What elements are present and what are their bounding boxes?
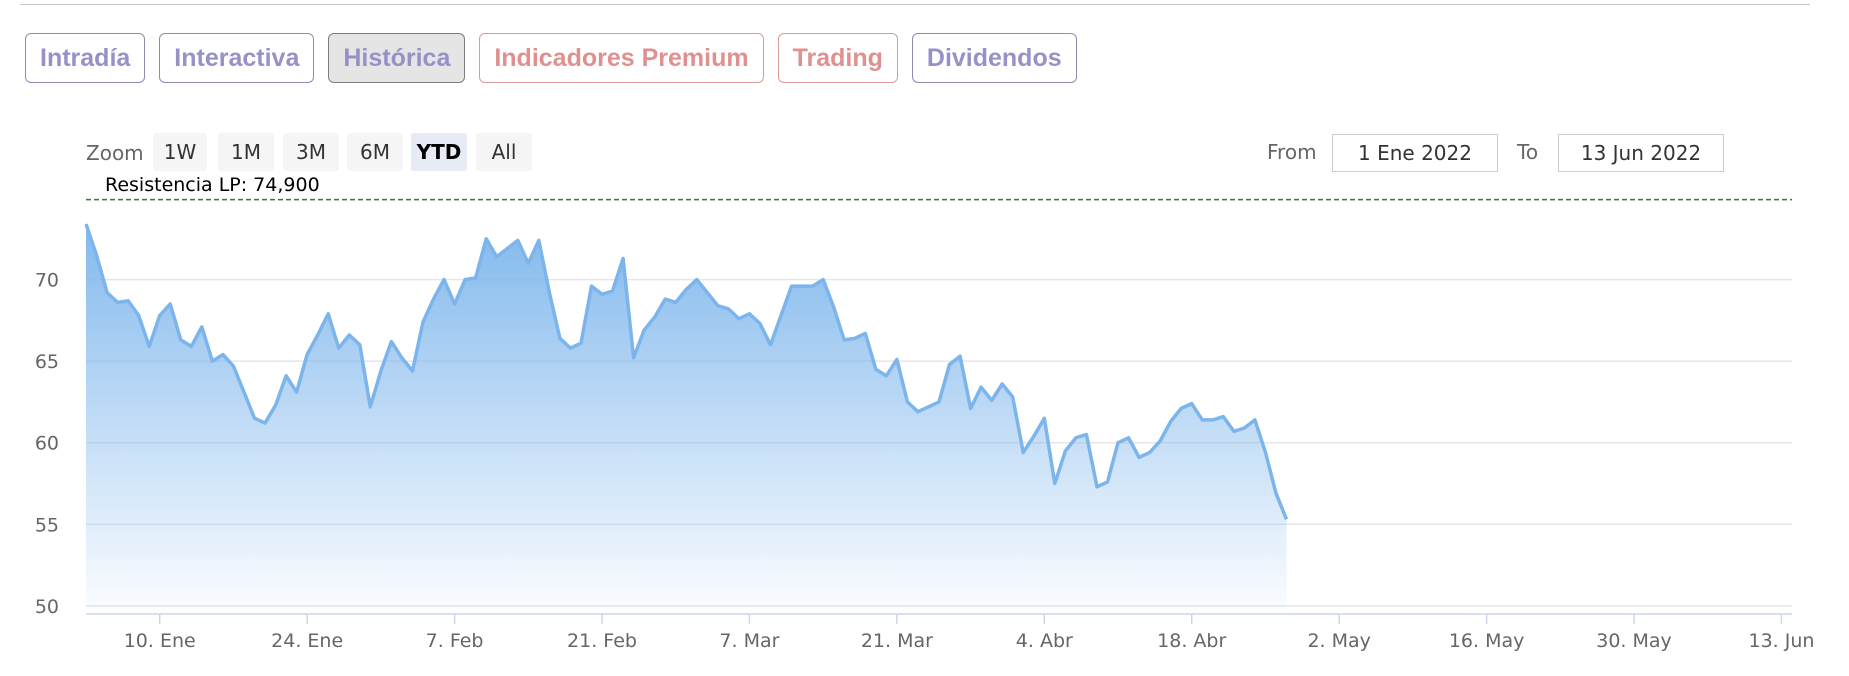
y-tick-label: 70 xyxy=(35,270,59,292)
resistance-label: Resistencia LP: 74,900 xyxy=(105,174,320,196)
x-tick-label: 24. Ene xyxy=(271,630,343,652)
tab-interactiva[interactable]: Interactiva xyxy=(159,33,315,83)
x-tick-label: 21. Mar xyxy=(861,630,933,652)
x-tick-label: 30. May xyxy=(1596,630,1672,652)
to-label: To xyxy=(1517,140,1539,164)
y-tick-label: 55 xyxy=(35,514,59,536)
zoom-6m-button[interactable]: 6M xyxy=(347,133,403,171)
y-axis-ticks: 50 55 60 65 70 xyxy=(35,270,59,618)
x-tick-label: 16. May xyxy=(1449,630,1525,652)
tab-trading[interactable]: Trading xyxy=(777,33,898,83)
price-area xyxy=(86,224,1287,614)
price-line xyxy=(84,223,1289,521)
zoom-1w-button[interactable]: 1W xyxy=(153,133,207,171)
x-tick-label: 13. Jun xyxy=(1748,630,1814,652)
tab-bar: Intradía Interactiva Histórica Indicador… xyxy=(25,33,1077,83)
from-date-input[interactable]: 1 Ene 2022 xyxy=(1332,134,1498,172)
tab-indicadores-premium[interactable]: Indicadores Premium xyxy=(479,33,764,83)
x-axis-ticks: 10. Ene 24. Ene 7. Feb 21. Feb 7. Mar 21. Mar… xyxy=(124,614,1814,652)
tab-intradia[interactable]: Intradía xyxy=(25,33,146,83)
to-date-input[interactable]: 13 Jun 2022 xyxy=(1558,134,1724,172)
zoom-all-button[interactable]: All xyxy=(476,133,532,171)
x-tick-label: 7. Mar xyxy=(719,630,779,652)
from-label: From xyxy=(1267,140,1317,164)
x-tick-label: 10. Ene xyxy=(124,630,196,652)
zoom-3m-button[interactable]: 3M xyxy=(283,133,339,171)
x-tick-label: 18. Abr xyxy=(1157,630,1226,652)
y-tick-label: 50 xyxy=(35,596,59,618)
x-tick-label: 7. Feb xyxy=(426,630,484,652)
top-divider xyxy=(20,4,1810,5)
tab-historica[interactable]: Histórica xyxy=(328,33,466,83)
zoom-label: Zoom xyxy=(86,141,144,165)
x-tick-label: 4. Abr xyxy=(1016,630,1073,652)
zoom-ytd-button[interactable]: YTD xyxy=(411,133,467,171)
tab-dividendos[interactable]: Dividendos xyxy=(911,33,1077,83)
x-tick-label: 21. Feb xyxy=(567,630,637,652)
zoom-1m-button[interactable]: 1M xyxy=(218,133,274,171)
y-tick-label: 65 xyxy=(35,351,59,373)
x-tick-label: 2. May xyxy=(1307,630,1370,652)
y-tick-label: 60 xyxy=(35,433,59,455)
